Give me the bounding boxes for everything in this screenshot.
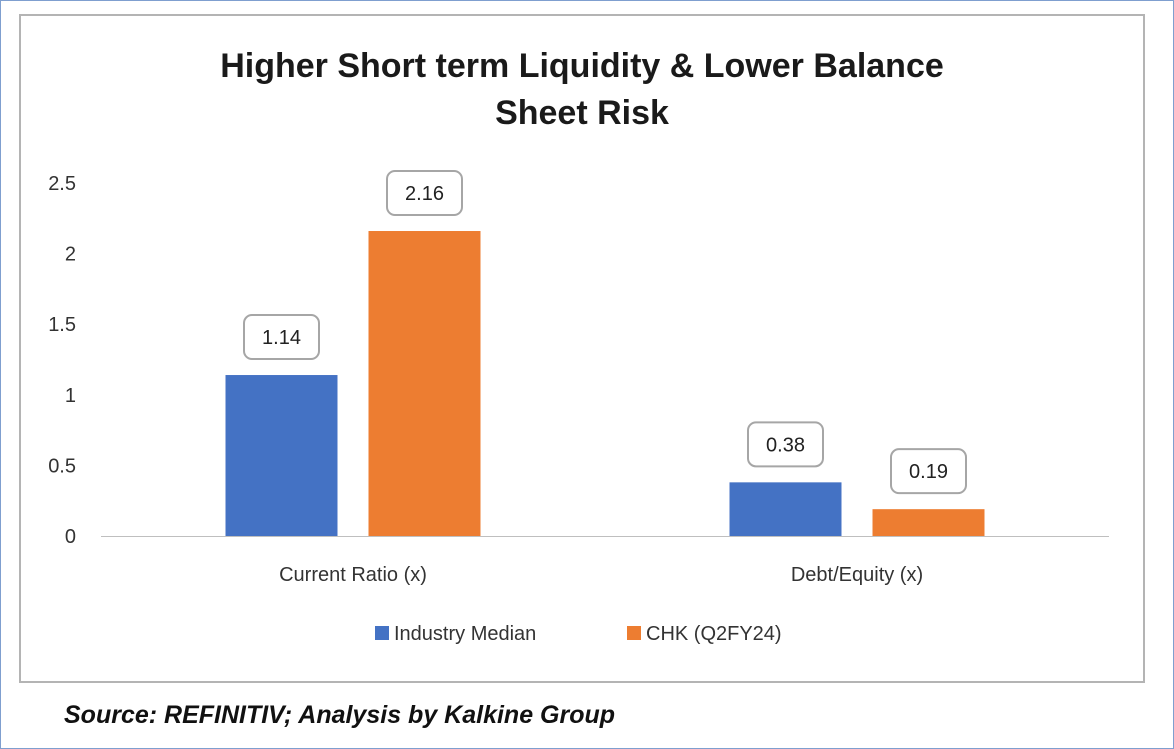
data-label: 1.14 <box>262 327 301 349</box>
data-label: 0.19 <box>909 461 948 483</box>
data-label-box <box>890 448 967 495</box>
chart-title: Higher Short term Liquidity & Lower Bala… <box>21 43 1143 137</box>
bar-chk-0 <box>368 231 481 536</box>
legend: Industry Median CHK (Q2FY24) <box>375 623 782 645</box>
chart-title-line-2: Sheet Risk <box>495 94 669 132</box>
y-tick-label: 1.5 <box>48 314 76 336</box>
y-tick-label: 0.5 <box>48 455 76 477</box>
chart-title-line-1: Higher Short term Liquidity & Lower Bala… <box>220 47 944 85</box>
legend-label: Industry Median <box>394 623 536 645</box>
y-axis: 0 0.5 1 1.5 2 2.5 <box>48 173 76 548</box>
legend-label: CHK (Q2FY24) <box>646 623 782 645</box>
data-label: 2.16 <box>405 183 444 205</box>
data-label-box <box>386 170 463 217</box>
category-label: Current Ratio (x) <box>279 564 427 586</box>
x-axis: Current Ratio (x) Debt/Equity (x) <box>101 536 1109 586</box>
data-label: 0.38 <box>766 434 805 456</box>
bar-industry-median-0 <box>225 375 338 536</box>
y-tick-label: 2.5 <box>48 173 76 195</box>
y-tick-label: 1 <box>65 385 76 407</box>
category-label: Debt/Equity (x) <box>791 564 923 586</box>
y-tick-label: 0 <box>65 526 76 548</box>
source-note: Source: REFINITIV; Analysis by Kalkine G… <box>64 701 616 729</box>
data-label-box <box>747 421 824 468</box>
legend-swatch <box>627 626 641 640</box>
bar-industry-median-1 <box>729 482 842 536</box>
chart-area: Higher Short term Liquidity & Lower Bala… <box>19 14 1145 683</box>
legend-swatch <box>375 626 389 640</box>
y-tick-label: 2 <box>65 244 76 266</box>
data-label-box <box>243 314 320 361</box>
bars: 1.14 2.16 0.38 0.19 <box>225 170 985 536</box>
bar-chk-1 <box>872 509 985 536</box>
